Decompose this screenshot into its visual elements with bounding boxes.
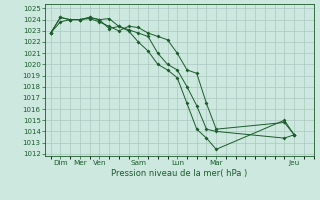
X-axis label: Pression niveau de la mer( hPa ): Pression niveau de la mer( hPa )	[111, 169, 247, 178]
